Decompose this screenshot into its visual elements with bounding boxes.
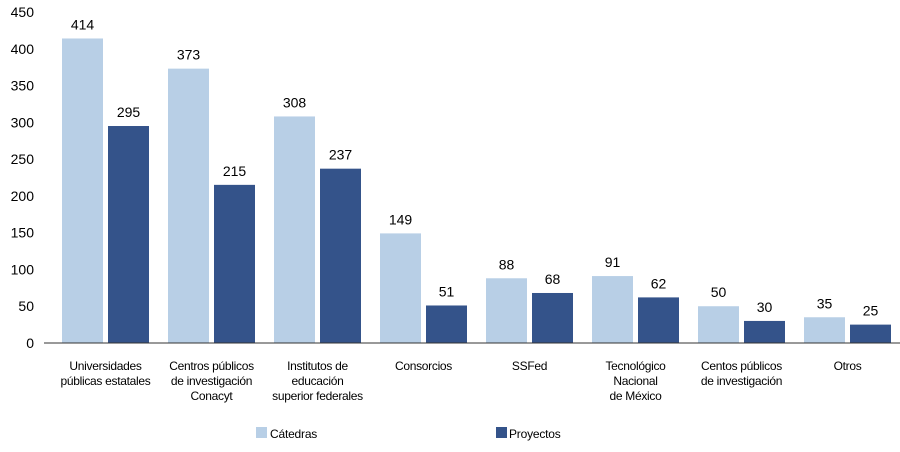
category-labels: Universidades públicas estatales Centros p… — [61, 359, 863, 403]
value-label: 51 — [439, 283, 455, 299]
category-label: Tecnológico Nacional de México — [605, 359, 666, 403]
value-label: 25 — [863, 303, 879, 319]
value-label: 88 — [499, 256, 515, 272]
y-tick-label: 300 — [11, 114, 35, 130]
bar-proyectos — [744, 320, 785, 343]
category-label: Institutos de educación superior federales — [272, 359, 363, 403]
category-label: Otros — [834, 359, 862, 373]
y-tick-label: 150 — [11, 225, 35, 241]
bar-catedras — [274, 116, 315, 344]
value-label: 50 — [711, 284, 727, 300]
category-label-line: Consorcios — [395, 359, 452, 373]
legend-label: Proyectos — [509, 427, 561, 441]
category-label-line: públicas estatales — [61, 374, 151, 388]
bar-proyectos — [532, 292, 573, 343]
category-label-line: Institutos de — [287, 359, 348, 373]
y-tick-label: 450 — [11, 4, 35, 20]
value-label: 68 — [545, 271, 561, 287]
category-label-line: superior federales — [272, 389, 363, 403]
value-label: 308 — [283, 94, 307, 110]
bar-catedras — [592, 276, 633, 343]
category-label-line: de investigación — [701, 374, 782, 388]
bar-proyectos — [214, 184, 255, 343]
category-label-line: Nacional — [613, 374, 657, 388]
bar-catedras — [380, 233, 421, 343]
legend: Cátedras Proyectos — [256, 427, 561, 441]
value-label: 149 — [389, 211, 413, 227]
category-label-line: de investigación — [171, 374, 252, 388]
legend-swatch — [496, 427, 507, 438]
legend-label: Cátedras — [270, 427, 317, 441]
value-labels: 414 295 373 215 308 237 149 51 88 68 91 62 50 30 35 25 — [71, 16, 879, 318]
y-tick-label: 400 — [11, 41, 35, 57]
y-axis-tick-labels: 0 50 100 150 200 250 300 350 400 450 — [11, 4, 35, 351]
value-label: 30 — [757, 299, 773, 315]
value-label: 295 — [117, 104, 141, 120]
value-label: 62 — [651, 275, 667, 291]
y-tick-label: 100 — [11, 261, 35, 277]
bar-proyectos — [108, 126, 149, 343]
bar-catedras — [62, 38, 103, 343]
bar-proyectos — [850, 324, 891, 343]
category-label-line: Universidades — [69, 359, 141, 373]
category-label: SSFed — [512, 359, 547, 373]
value-label: 215 — [223, 163, 247, 179]
category-label: Universidades públicas estatales — [61, 359, 151, 388]
y-tick-label: 250 — [11, 151, 35, 167]
category-label-line: Tecnológico — [605, 359, 666, 373]
value-label: 373 — [177, 47, 201, 63]
category-label-line: Centos públicos — [701, 359, 782, 373]
y-tick-label: 350 — [11, 78, 35, 94]
category-label-line: educación — [291, 374, 343, 388]
bar-catedras — [486, 278, 527, 343]
category-label-line: Conacyt — [191, 389, 234, 403]
category-label-line: de México — [610, 389, 663, 403]
legend-swatch — [256, 427, 267, 438]
bar-catedras — [698, 306, 739, 343]
category-label-line: Otros — [834, 359, 862, 373]
value-label: 237 — [329, 147, 353, 163]
y-tick-label: 200 — [11, 188, 35, 204]
category-label-line: SSFed — [512, 359, 547, 373]
bars — [62, 38, 891, 344]
value-label: 414 — [71, 16, 95, 32]
bar-catedras — [168, 68, 209, 343]
bar-proyectos — [638, 297, 679, 343]
category-label: Centos públicos de investigación — [701, 359, 782, 388]
bar-catedras — [804, 317, 845, 343]
y-tick-label: 50 — [18, 298, 34, 314]
value-label: 91 — [605, 254, 621, 270]
value-label: 35 — [817, 295, 833, 311]
category-label: Centros públicos de investigación Conacyt — [169, 359, 254, 403]
category-label-line: Centros públicos — [169, 359, 254, 373]
category-label: Consorcios — [395, 359, 452, 373]
y-tick-label: 0 — [26, 335, 34, 351]
bar-proyectos — [320, 168, 361, 343]
bar-proyectos — [426, 305, 467, 343]
